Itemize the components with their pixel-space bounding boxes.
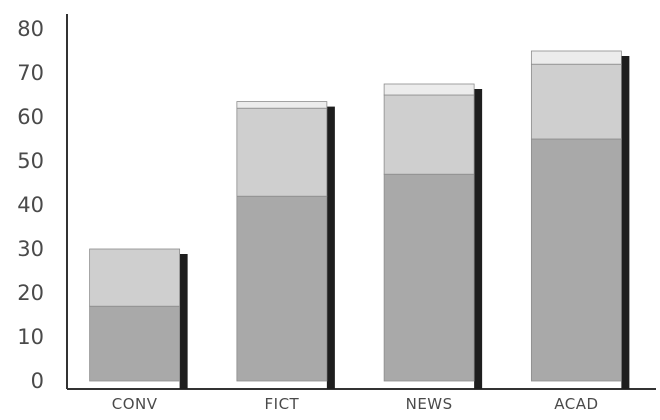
axes	[66, 14, 656, 390]
y-tick-label: 60	[17, 105, 44, 129]
bar-segment	[383, 173, 475, 382]
x-tick-label: ACAD	[554, 395, 598, 413]
y-tick-label: 20	[17, 281, 44, 305]
y-tick-label: 50	[17, 149, 44, 173]
y-tick-labels: 0 10 20 30 40 50 60 70 80	[17, 17, 44, 393]
y-tick-label: 80	[17, 17, 44, 41]
y-tick-label: 0	[31, 369, 44, 393]
y-tick-label: 10	[17, 325, 44, 349]
x-tick-label: FICT	[265, 395, 300, 413]
bar-segment	[236, 195, 328, 382]
bars	[89, 50, 630, 389]
bar-segment	[383, 94, 475, 175]
bar-shadow	[326, 106, 335, 389]
x-tick-label: NEWS	[406, 395, 453, 413]
x-tick-label: CONV	[112, 395, 158, 413]
y-tick-label: 30	[17, 237, 44, 261]
bar-segment	[89, 305, 181, 382]
bar-segment	[383, 83, 475, 96]
bar-segment	[236, 101, 328, 109]
bar-segment	[530, 63, 622, 140]
bar-segment	[530, 138, 622, 382]
bar-segment	[236, 107, 328, 197]
bar-shadow	[621, 56, 630, 389]
bar-shadow	[474, 89, 483, 389]
y-tick-label: 70	[17, 61, 44, 85]
bar-segment	[530, 50, 622, 65]
y-tick-label: 40	[17, 193, 44, 217]
bar-shadow	[179, 254, 188, 389]
x-tick-labels: CONV FICT NEWS ACAD	[112, 395, 598, 413]
bar-segment	[89, 248, 181, 307]
